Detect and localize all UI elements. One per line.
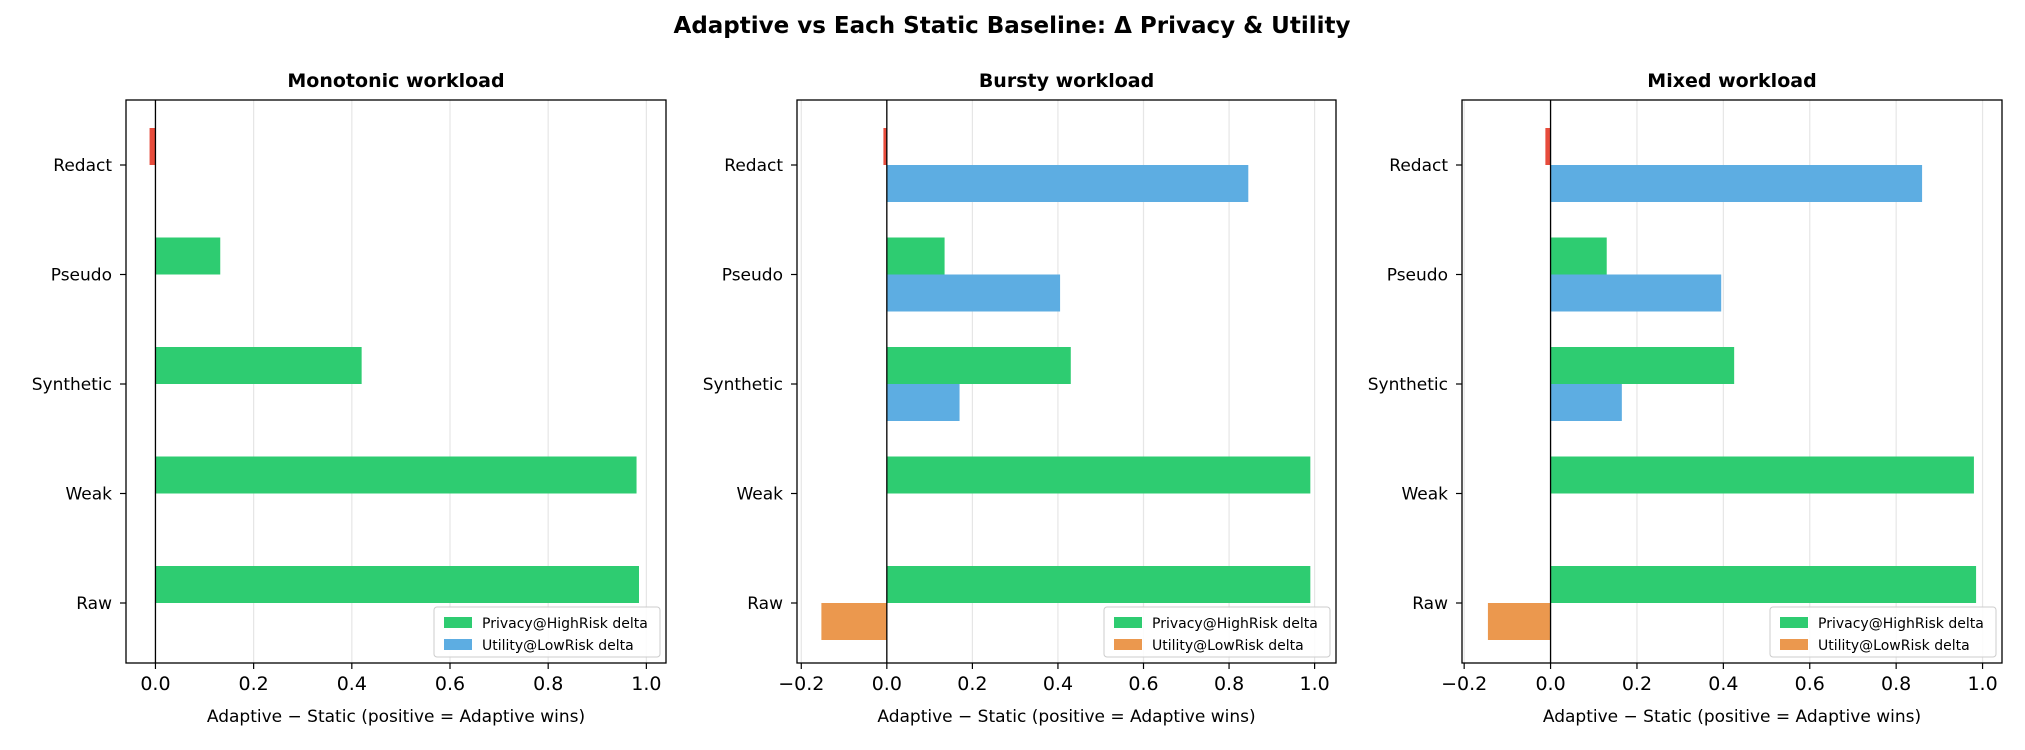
utility-bar — [1550, 384, 1622, 421]
y-tick-label: Redact — [724, 156, 783, 176]
panel-title: Bursty workload — [979, 70, 1154, 92]
y-tick-label: Raw — [76, 594, 112, 614]
x-tick-label: 0.4 — [1708, 673, 1738, 695]
privacy-bar — [1550, 456, 1974, 494]
y-tick-label: Redact — [53, 156, 112, 176]
axes-frame — [796, 99, 1337, 664]
x-tick-label: −0.2 — [778, 673, 824, 695]
x-tick-label: 0.2 — [957, 673, 987, 695]
panel-bursty: Bursty workload −0.2 0.0 0.2 0.4 0.6 0.8 1.0 Red… — [703, 70, 1337, 727]
panel-title: Mixed workload — [1647, 70, 1816, 92]
utility-bar — [886, 165, 1249, 202]
x-axis-label: Adaptive − Static (positive = Adaptive w… — [1543, 707, 1921, 727]
legend-label: Privacy@HighRisk delta — [1152, 616, 1318, 632]
utility-bar — [1487, 603, 1551, 640]
privacy-bar — [155, 566, 640, 603]
utility-bar — [886, 384, 960, 421]
x-tick-label: 0.0 — [140, 673, 170, 695]
x-tick-label: 0.2 — [1622, 673, 1652, 695]
privacy-bar — [886, 456, 1311, 494]
legend-label: Privacy@HighRisk delta — [482, 616, 648, 632]
utility-bar — [821, 603, 887, 640]
x-tick-label: 0.6 — [435, 673, 465, 695]
legend-label: Utility@LowRisk delta — [1818, 638, 1970, 654]
x-tick-label: 0.2 — [239, 673, 269, 695]
privacy-bar — [1545, 128, 1551, 165]
x-tick-label: 0.0 — [872, 673, 902, 695]
x-tick-label: 0.8 — [533, 673, 563, 695]
x-tick-label: 0.6 — [1128, 673, 1158, 695]
legend-swatch — [1114, 639, 1142, 650]
figure-title: Adaptive vs Each Static Baseline: Δ Priv… — [674, 13, 1351, 39]
y-tick-label: Pseudo — [1387, 266, 1448, 286]
privacy-bar — [1550, 566, 1977, 603]
legend-swatch — [444, 617, 472, 628]
y-tick-label: Raw — [1412, 594, 1448, 614]
privacy-bar — [1550, 347, 1735, 384]
y-tick-label: Synthetic — [703, 375, 783, 395]
legend: Privacy@HighRisk delta Utility@LowRisk de… — [1769, 606, 1997, 658]
y-tick-label: Weak — [1401, 485, 1448, 505]
y-tick-label: Synthetic — [1368, 375, 1448, 395]
y-tick-label: Pseudo — [722, 266, 783, 286]
x-axis-label: Adaptive − Static (positive = Adaptive w… — [207, 707, 585, 727]
privacy-bar — [155, 347, 362, 384]
legend: Privacy@HighRisk delta Utility@LowRisk de… — [1103, 606, 1331, 658]
y-tick-label: Redact — [1389, 156, 1448, 176]
legend: Privacy@HighRisk delta Utility@LowRisk de… — [433, 606, 661, 658]
privacy-bar — [155, 237, 221, 275]
x-tick-label: 1.0 — [631, 673, 661, 695]
legend-swatch — [444, 639, 472, 650]
axes-frame — [125, 99, 667, 664]
legend-box — [433, 606, 661, 658]
legend-label: Privacy@HighRisk delta — [1818, 616, 1984, 632]
legend-swatch — [1114, 617, 1142, 628]
legend-label: Utility@LowRisk delta — [482, 638, 634, 654]
privacy-bar — [149, 128, 156, 165]
axes-frame — [1461, 99, 2003, 664]
y-tick-label: Raw — [747, 594, 783, 614]
x-tick-label: −0.2 — [1441, 673, 1487, 695]
utility-bar — [1550, 165, 1923, 202]
panel-mixed: Mixed workload −0.2 0.0 0.2 0.4 0.6 0.8 1.0 Reda… — [1368, 70, 2003, 727]
privacy-bar — [886, 566, 1311, 603]
x-tick-label: 1.0 — [1967, 673, 1997, 695]
panel-title: Monotonic workload — [287, 70, 504, 92]
x-tick-label: 0.4 — [1043, 673, 1073, 695]
utility-bar — [886, 274, 1061, 312]
x-tick-label: 1.0 — [1300, 673, 1330, 695]
privacy-bar — [886, 347, 1071, 384]
y-tick-label: Weak — [736, 485, 783, 505]
x-tick-label: 0.0 — [1535, 673, 1565, 695]
privacy-bar — [155, 456, 637, 494]
x-tick-label: 0.6 — [1795, 673, 1825, 695]
x-tick-label: 0.8 — [1214, 673, 1244, 695]
legend-box — [1769, 606, 1997, 658]
y-tick-label: Pseudo — [51, 266, 112, 286]
privacy-bar — [886, 237, 945, 275]
y-tick-label: Synthetic — [32, 375, 112, 395]
legend-label: Utility@LowRisk delta — [1152, 638, 1304, 654]
x-tick-label: 0.4 — [337, 673, 367, 695]
privacy-bar — [883, 128, 887, 165]
legend-box — [1103, 606, 1331, 658]
x-axis-label: Adaptive − Static (positive = Adaptive w… — [877, 707, 1255, 727]
panel-monotonic: Monotonic workload 0.0 0.2 0.4 0.6 0.8 1.0 Reda… — [32, 70, 667, 727]
privacy-bar — [1550, 237, 1607, 275]
legend-swatch — [1780, 617, 1808, 628]
x-tick-label: 0.8 — [1881, 673, 1911, 695]
legend-swatch — [1780, 639, 1808, 650]
y-tick-label: Weak — [65, 485, 112, 505]
utility-bar — [1550, 274, 1722, 312]
